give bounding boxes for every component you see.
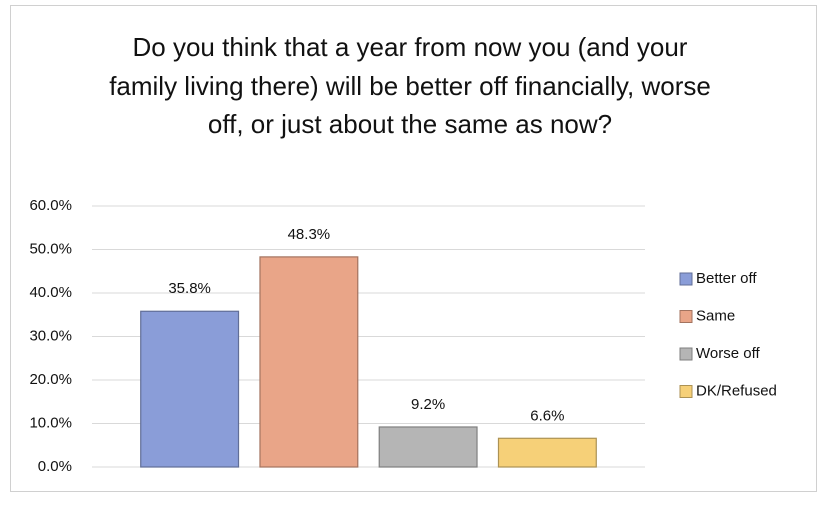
legend-label: Worse off xyxy=(696,345,760,362)
bar xyxy=(259,256,359,468)
legend-label: DK/Refused xyxy=(696,382,777,399)
y-tick-label: 20.0% xyxy=(29,371,72,388)
bar xyxy=(378,426,478,468)
chart-frame xyxy=(10,5,817,492)
y-tick-label: 10.0% xyxy=(29,414,72,431)
y-tick-label: 40.0% xyxy=(29,284,72,301)
legend-swatch xyxy=(679,385,693,398)
data-label: 35.8% xyxy=(168,280,211,297)
legend-swatch xyxy=(679,347,693,361)
y-tick-label: 0.0% xyxy=(38,458,72,475)
legend-swatch xyxy=(679,310,693,323)
y-tick-label: 60.0% xyxy=(29,197,72,214)
chart-title: Do you think that a year from now you (a… xyxy=(109,32,711,139)
legend-label: Better off xyxy=(696,270,757,287)
legend-label: Same xyxy=(696,307,735,324)
data-label: 9.2% xyxy=(411,396,445,413)
data-label: 48.3% xyxy=(288,226,331,243)
legend-swatch xyxy=(679,272,693,286)
bar xyxy=(140,310,240,468)
data-label: 6.6% xyxy=(530,407,564,424)
y-tick-label: 50.0% xyxy=(29,240,72,257)
y-tick-label: 30.0% xyxy=(29,327,72,344)
bar xyxy=(497,437,597,468)
